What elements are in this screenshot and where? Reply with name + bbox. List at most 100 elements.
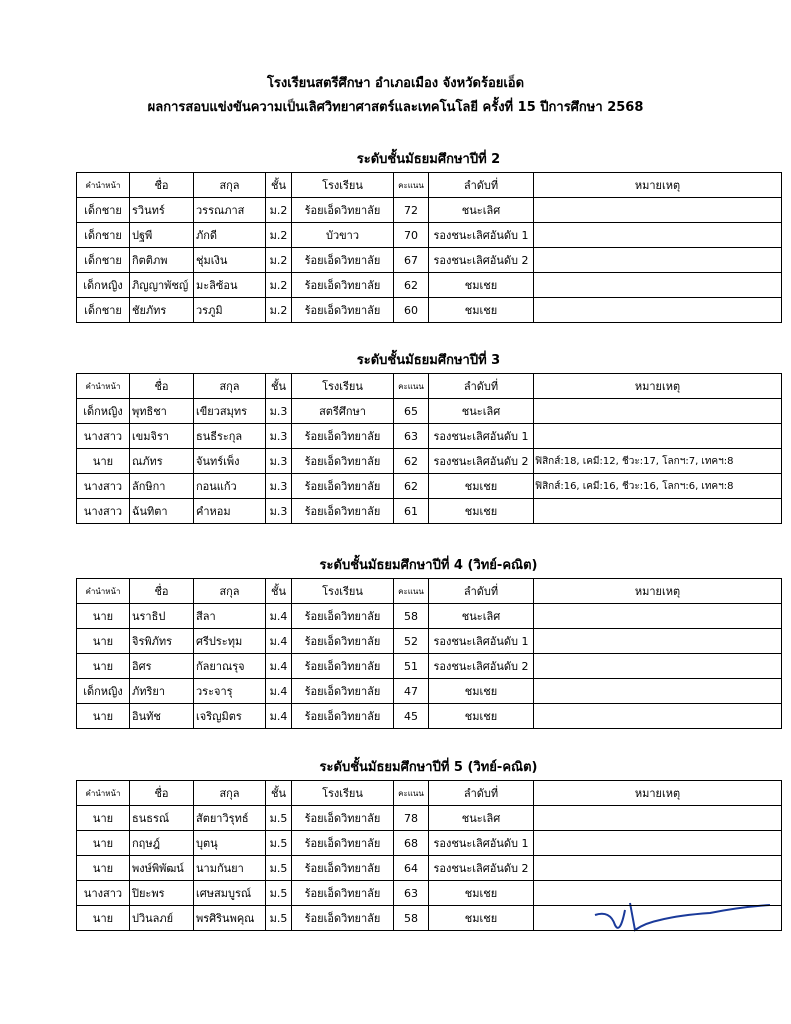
result-row: นาย นราธิป สีลา ม.4 ร้อยเอ็ดวิทยาลัย 58 ชนะเลิ… [76,603,782,629]
cell-grade: ม.5 [265,805,292,831]
cell-last: คำหอม [193,498,266,524]
cell-school: ร้อยเอ็ดวิทยาลัย [291,297,394,323]
cell-grade: ม.5 [265,880,292,906]
header-row: คำนำหน้า ชื่อ สกุล ชั้น โรงเรียน คะแนน ลำดับที… [76,373,782,399]
cell-rank: ชมเชย [428,297,534,323]
cell-rank: ชนะเลิศ [428,603,534,629]
column-header: คำนำหน้า [76,373,130,399]
header-row: คำนำหน้า ชื่อ สกุล ชั้น โรงเรียน คะแนน ลำดับที… [76,172,782,198]
cell-score: 63 [393,880,429,906]
cell-grade: ม.4 [265,678,292,704]
cell-prefix: นาย [76,905,130,931]
cell-last: กอนแก้ว [193,473,266,499]
cell-first: ลักษิกา [129,473,194,499]
column-header: ชื่อ [129,578,194,604]
cell-note [533,678,782,704]
cell-first: ปฐพี [129,222,194,248]
cell-school: ร้อยเอ็ดวิทยาลัย [291,498,394,524]
cell-prefix: เด็กชาย [76,297,130,323]
subtitle: ผลการสอบแข่งขันความเป็นเลิศวิทยาศาสตร์แล… [147,100,644,115]
results-table: คำนำหน้า ชื่อ สกุล ชั้น โรงเรียน คะแนน ลำดับที… [76,373,782,524]
column-header: ลำดับที่ [428,578,534,604]
column-header: หมายเหตุ [533,172,782,198]
result-row: นางสาว ลักษิกา กอนแก้ว ม.3 ร้อยเอ็ดวิทยาลัย 6… [76,473,782,499]
cell-rank: ชมเชย [428,905,534,931]
school-title: โรงเรียนสตรีศึกษา อำเภอเมือง จังหวัดร้อย… [266,76,525,91]
cell-grade: ม.4 [265,628,292,654]
column-header: โรงเรียน [291,780,394,806]
cell-last: วรรณภาส [193,197,266,223]
cell-last: พรศิรินพคุณ [193,905,266,931]
column-header: โรงเรียน [291,578,394,604]
column-header: สกุล [193,780,266,806]
cell-rank: ชนะเลิศ [428,398,534,424]
cell-last: ศรีประทุม [193,628,266,654]
result-row: นาย อิศร กัลยาณรุจ ม.4 ร้อยเอ็ดวิทยาลัย 51 รอง… [76,653,782,679]
cell-first: ฉันทิตา [129,498,194,524]
cell-note [533,805,782,831]
column-header: โรงเรียน [291,373,394,399]
cell-school: ร้อยเอ็ดวิทยาลัย [291,830,394,856]
column-header: หมายเหตุ [533,780,782,806]
column-header: คะแนน [393,373,429,399]
cell-prefix: นาย [76,628,130,654]
column-header: ลำดับที่ [428,780,534,806]
column-header: ชื่อ [129,780,194,806]
cell-last: มะลิซ้อน [193,272,266,298]
cell-score: 62 [393,473,429,499]
cell-note [533,880,782,906]
cell-school: ร้อยเอ็ดวิทยาลัย [291,678,394,704]
cell-prefix: นางสาว [76,423,130,449]
cell-score: 61 [393,498,429,524]
cell-note: ฟิสิกส์:18, เคมี:12, ชีวะ:17, โลกฯ:7, เท… [533,448,782,474]
cell-score: 51 [393,653,429,679]
cell-rank: รองชนะเลิศอันดับ 2 [428,855,534,881]
cell-school: ร้อยเอ็ดวิทยาลัย [291,247,394,273]
results-table: คำนำหน้า ชื่อ สกุล ชั้น โรงเรียน คะแนน ลำดับที… [76,172,782,323]
cell-prefix: นาย [76,855,130,881]
cell-last: สัตยาวิรุทธ์ [193,805,266,831]
cell-grade: ม.5 [265,830,292,856]
cell-first: ปิยะพร [129,880,194,906]
cell-prefix: นาย [76,805,130,831]
cell-first: ภิญญาพัชญ์ [129,272,194,298]
cell-note [533,905,782,931]
cell-grade: ม.2 [265,197,292,223]
cell-score: 65 [393,398,429,424]
cell-last: สีลา [193,603,266,629]
cell-first: อิศร [129,653,194,679]
column-header: ลำดับที่ [428,172,534,198]
cell-score: 68 [393,830,429,856]
cell-school: ร้อยเอ็ดวิทยาลัย [291,805,394,831]
column-header: ชั้น [265,373,292,399]
cell-grade: ม.3 [265,473,292,499]
result-row: เด็กชาย ปฐพี ภักดี ม.2 บัวขาว 70 รองชนะเลิศอัน… [76,222,782,248]
cell-first: ปวินลภย์ [129,905,194,931]
cell-last: ธนธีระกุล [193,423,266,449]
cell-prefix: เด็กชาย [76,247,130,273]
cell-note [533,197,782,223]
cell-last: กัลยาณรุจ [193,653,266,679]
cell-prefix: นาย [76,653,130,679]
result-row: เด็กหญิง พุทธิชา เขียวสมุทร ม.3 สตรีศึกษา 65 ช… [76,398,782,424]
cell-first: อินทัช [129,703,194,729]
cell-school: ร้อยเอ็ดวิทยาลัย [291,473,394,499]
column-header: ชั้น [265,780,292,806]
cell-last: ภักดี [193,222,266,248]
cell-prefix: เด็กหญิง [76,398,130,424]
cell-first: ชัยภัทร [129,297,194,323]
section-heading: ระดับชั้นมัธยมศึกษาปีที่ 2 [356,152,501,167]
cell-grade: ม.2 [265,247,292,273]
section-heading: ระดับชั้นมัธยมศึกษาปีที่ 5 (วิทย์-คณิต) [319,760,538,775]
cell-note [533,703,782,729]
cell-rank: ชมเชย [428,703,534,729]
cell-first: นราธิป [129,603,194,629]
cell-first: ภัทริยา [129,678,194,704]
cell-grade: ม.4 [265,703,292,729]
cell-last: ชุ่มเงิน [193,247,266,273]
result-row: นาย ธนธรณ์ สัตยาวิรุทธ์ ม.5 ร้อยเอ็ดวิทยาลัย… [76,805,782,831]
cell-school: บัวขาว [291,222,394,248]
cell-note [533,398,782,424]
cell-note [533,855,782,881]
result-row: นาย ณภัทร จันทร์เพ็ง ม.3 ร้อยเอ็ดวิทยาลัย 62 ร… [76,448,782,474]
